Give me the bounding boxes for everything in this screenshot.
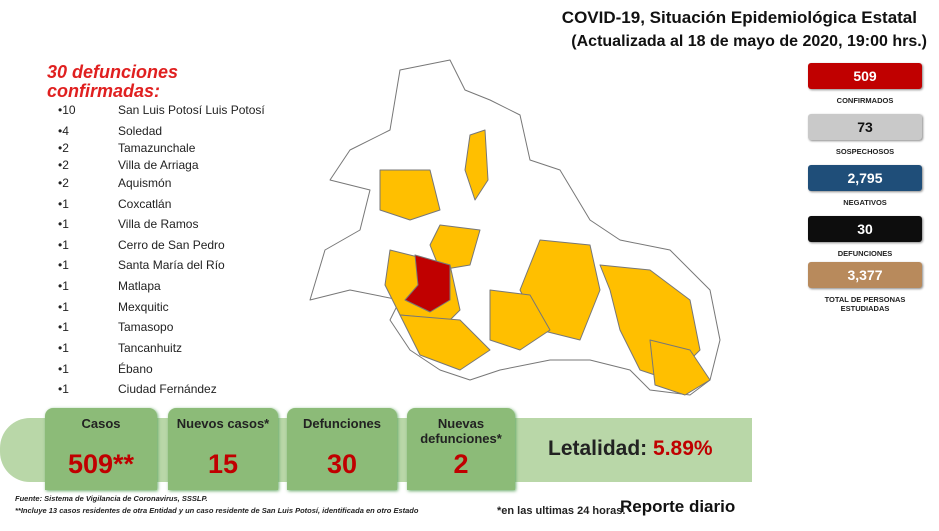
municipality (489, 289, 551, 351)
stat-value: 30 (808, 216, 922, 242)
municipality-name: San Luis Potosí Luis Potosí (118, 103, 265, 117)
municipality-name: Tancanhuitz (118, 341, 183, 355)
death-count: 2 (58, 176, 108, 190)
municipality-name: Coxcatlán (118, 197, 172, 211)
death-count: 1 (58, 320, 108, 334)
death-count: 1 (58, 258, 108, 272)
note2: *en las ultimas 24 horas. (497, 505, 626, 517)
summary-box: Defunciones 30 (287, 408, 397, 490)
death-count: 4 (58, 124, 108, 138)
municipality-name: Ciudad Fernández (118, 382, 217, 396)
municipality-name: Villa de Arriaga (118, 158, 199, 172)
death-count: 2 (58, 141, 108, 155)
stat-label: CONFIRMADOS (836, 96, 894, 105)
death-count: 1 (58, 197, 108, 211)
municipality (464, 129, 489, 201)
municipality-name: Villa de Ramos (118, 217, 199, 231)
death-count: 1 (58, 362, 108, 376)
stat-value: 3,377 (808, 262, 922, 288)
death-count: 1 (58, 300, 108, 314)
stat-value: 73 (808, 114, 922, 140)
municipality-name: Cerro de San Pedro (118, 238, 225, 252)
stat-value: 2,795 (808, 165, 922, 191)
summary-box: Nuevos casos* 15 (168, 408, 278, 490)
summary-box: Nuevas defunciones* 2 (407, 408, 515, 490)
municipality-name: Ébano (118, 362, 153, 376)
note: **Incluye 13 casos residentes de otra En… (15, 506, 419, 515)
stat-value: 509 (808, 63, 922, 89)
death-count: 1 (58, 238, 108, 252)
municipality-name: Matlapa (118, 279, 161, 293)
stat-label: NEGATIVOS (843, 198, 887, 207)
municipality-capital (404, 254, 451, 313)
municipality-name: Aquismón (118, 176, 172, 190)
summary-label: Casos (81, 416, 121, 431)
municipality (429, 224, 481, 271)
municipality (399, 314, 491, 371)
municipality-name: Soledad (118, 124, 163, 138)
municipality-name: Santa María del Río (118, 258, 225, 272)
stat-label: SOSPECHOSOS (835, 147, 895, 156)
subtitle: (Actualizada al 18 de mayo de 2020, 19:0… (571, 33, 927, 50)
summary-value: 2 (453, 449, 469, 479)
lethality-value: 5.89% (653, 437, 713, 460)
municipality (379, 169, 441, 221)
municipality-name: Tamasopo (118, 320, 174, 334)
municipality-name: Tamazunchale (118, 141, 196, 155)
death-count: 1 (58, 382, 108, 396)
death-count: 10 (58, 103, 108, 117)
municipality (649, 339, 711, 396)
death-count: 2 (58, 158, 108, 172)
summary-label: Nuevas defunciones* (420, 416, 502, 446)
death-count: 1 (58, 341, 108, 355)
municipality-name: Mexquitic (118, 300, 169, 314)
summary-label: Defunciones (302, 416, 381, 431)
report: Reporte diario (620, 497, 736, 516)
summary-label: Nuevos casos* (176, 416, 270, 431)
title: COVID-19, Situación Epidemiológica Estat… (561, 8, 917, 27)
summary-value: 509** (67, 449, 135, 479)
death-count: 1 (58, 279, 108, 293)
source: Fuente: Sistema de Vigilancia de Coronav… (15, 494, 208, 503)
stat-label: DEFUNCIONES (837, 249, 893, 258)
lethality: Letalidad: 5.89% (548, 437, 713, 461)
deaths-title: 30 defunciones confirmadas: (47, 62, 179, 101)
summary-box: Casos 509** (45, 408, 157, 490)
summary-value: 30 (326, 449, 358, 479)
map (309, 59, 721, 396)
death-count: 1 (58, 217, 108, 231)
summary-value: 15 (207, 449, 239, 479)
lethality-label: Letalidad: (548, 437, 648, 460)
stat-label: TOTAL DE PERSONAS ESTUDIADAS (824, 295, 906, 313)
